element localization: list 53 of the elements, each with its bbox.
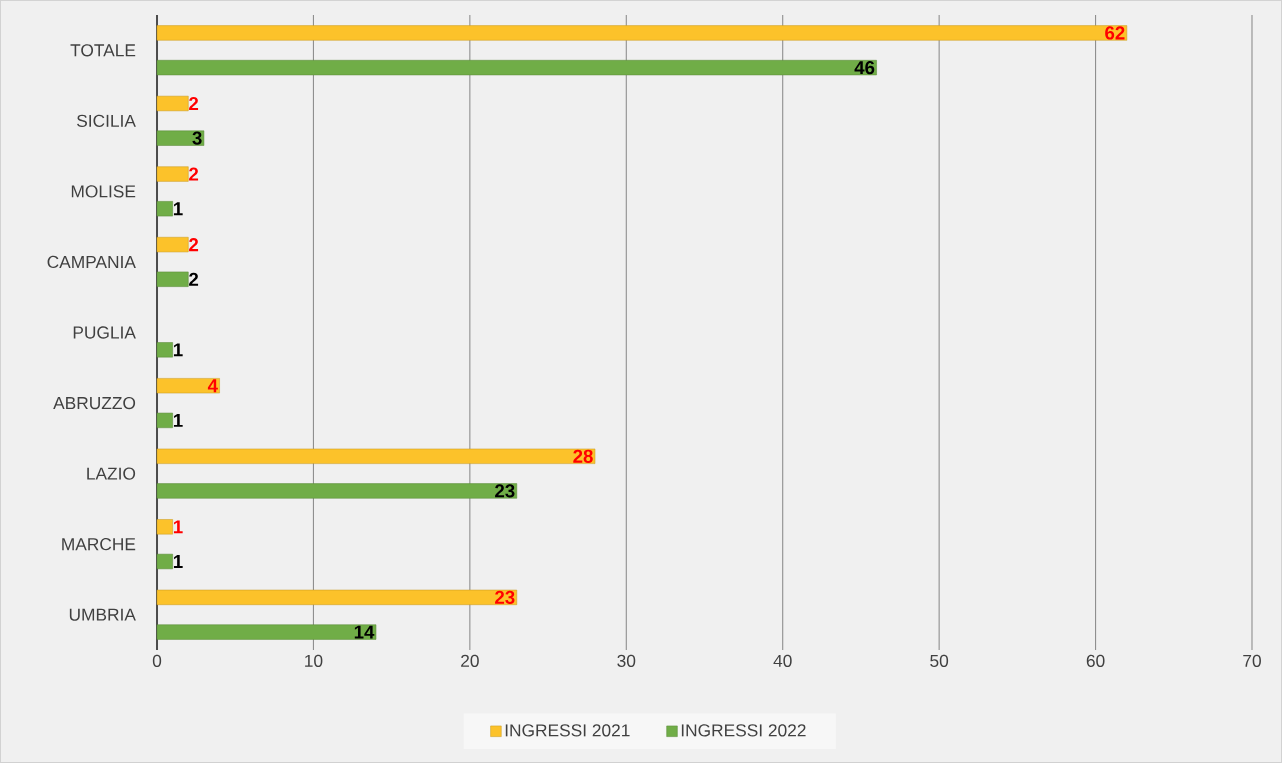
data-label: 62 [1105, 26, 1125, 40]
bar [156, 166, 189, 182]
x-tick-label: 0 [152, 654, 162, 667]
bar [156, 519, 173, 535]
bar [156, 342, 173, 358]
legend-label: INGRESSI 2021 [505, 724, 630, 737]
x-tick-label: 30 [617, 654, 636, 667]
y-tick-label: CAMPANIA [47, 255, 136, 269]
x-tick-label: 50 [930, 654, 949, 667]
bar [156, 624, 377, 640]
bar [156, 95, 189, 112]
bar [156, 412, 173, 428]
data-label: 23 [495, 484, 515, 498]
data-label: 14 [354, 625, 375, 639]
y-tick-label: MARCHE [62, 538, 136, 551]
data-label: 1 [173, 555, 183, 568]
x-tick-label: 10 [305, 654, 323, 667]
data-label: 1 [173, 520, 183, 534]
data-label: 2 [189, 238, 199, 252]
bar [156, 448, 596, 464]
bar [156, 553, 173, 570]
bar [156, 60, 877, 76]
y-tick-label: ABRUZZO [53, 396, 136, 410]
y-tick-label: UMBRIA [69, 608, 136, 621]
data-label: 2 [189, 96, 199, 111]
data-label: 2 [189, 167, 199, 181]
bar [156, 201, 173, 217]
y-tick-label: SICILIA [77, 114, 136, 127]
data-label: 4 [207, 379, 218, 393]
bar [156, 483, 518, 499]
data-label: 28 [573, 449, 593, 463]
bar [156, 130, 205, 146]
data-label: 3 [192, 131, 202, 145]
y-tick-label: MOLISE [71, 185, 136, 198]
x-tick-label: 70 [1243, 654, 1261, 667]
data-label: 2 [189, 272, 199, 286]
data-label: 1 [173, 343, 183, 357]
bar [156, 271, 189, 287]
bar [156, 237, 189, 253]
x-tick-label: 60 [1086, 654, 1105, 667]
data-label: 46 [854, 60, 875, 75]
y-tick-label: PUGLIA [73, 326, 136, 339]
x-tick-label: 40 [773, 654, 792, 667]
data-label: 1 [173, 413, 183, 427]
y-tick-label: LAZIO [87, 467, 136, 480]
y-tick-label: TOTALE [70, 44, 136, 57]
data-label: 1 [173, 202, 183, 216]
x-tick-label: 20 [461, 654, 479, 667]
legend-label: INGRESSI 2022 [681, 724, 806, 737]
bar [156, 25, 1128, 41]
bar [156, 378, 220, 394]
bar [156, 589, 518, 605]
data-label: 23 [495, 590, 515, 605]
